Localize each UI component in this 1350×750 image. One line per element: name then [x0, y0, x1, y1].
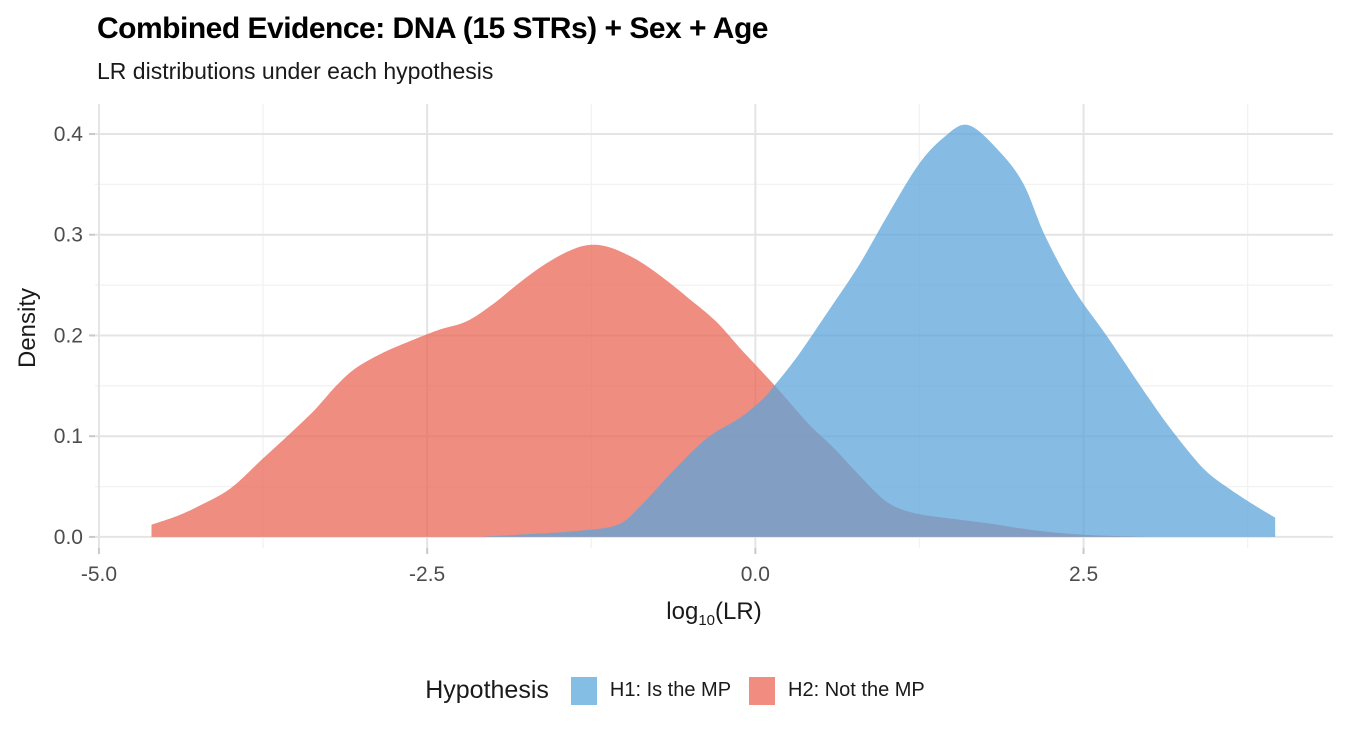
y-tick-label: 0.1 [54, 425, 83, 448]
density-area-h1 [479, 124, 1276, 537]
legend-key-h1-swatch [570, 676, 597, 705]
y-tick-label: 0.2 [54, 324, 83, 347]
chart-subtitle: LR distributions under each hypothesis [97, 58, 494, 84]
legend-label-h1: H1: Is the MP [609, 679, 732, 701]
y-tick-label: 0.3 [54, 224, 83, 247]
legend-item-h1: H1: Is the MP [570, 676, 732, 705]
x-axis-title: log10(LR) [95, 598, 1333, 629]
chart-title: Combined Evidence: DNA (15 STRs) + Sex +… [97, 12, 768, 45]
x-axis-title-text: log [666, 598, 699, 625]
x-axis-title-subscript: 10 [698, 611, 716, 629]
x-axis-title-suffix: (LR) [715, 598, 762, 625]
y-tick-label: 0.4 [54, 123, 84, 146]
density-chart: -5.0 -2.5 0.0 2.5 0.0 0.1 0.2 0.3 0.4 [54, 104, 1333, 586]
x-tick-label: 0.0 [741, 563, 770, 586]
legend-item-h2: H2: Not the MP [749, 676, 925, 705]
legend-key-h2-swatch [749, 676, 776, 705]
legend-title: Hypothesis [425, 676, 549, 704]
x-tick-label: -5.0 [81, 563, 117, 586]
legend: Hypothesis H1: Is the MP H2: Not the MP [0, 676, 1350, 705]
legend-label-h2: H2: Not the MP [788, 679, 925, 701]
y-tick-label: 0.0 [54, 526, 83, 549]
y-axis-title: Density [14, 287, 41, 369]
x-tick-label: 2.5 [1069, 563, 1098, 586]
density-area-h2 [151, 244, 1150, 537]
x-tick-label: -2.5 [409, 563, 445, 586]
